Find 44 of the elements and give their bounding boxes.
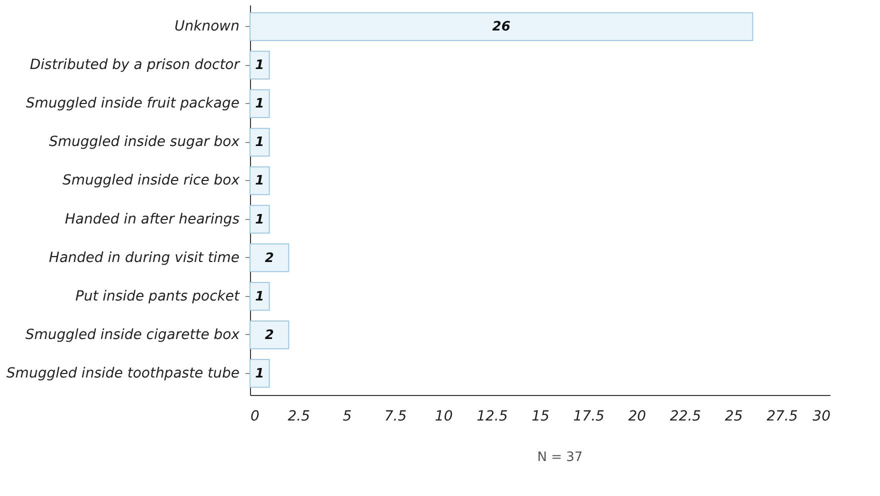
y-tick-label: Smuggled inside sugar box	[49, 134, 240, 150]
y-tick-label: Smuggled inside fruit package	[26, 96, 240, 112]
data-label: 2	[264, 250, 274, 266]
x-tick-label: 30	[812, 408, 831, 424]
x-tick-label: 15	[532, 408, 550, 424]
y-tick-label: Smuggled inside toothpaste tube	[6, 365, 240, 382]
x-tick-label: 22.5	[670, 408, 702, 424]
bar	[250, 50, 270, 80]
data-label: 1	[255, 58, 264, 74]
text: N = 37	[537, 450, 583, 465]
x-tick-label: 20	[628, 408, 646, 424]
data-label: 1	[255, 135, 264, 150]
x-tick-label: 5	[342, 408, 352, 424]
data-label: 26	[492, 20, 510, 35]
y-tick-label: Handed in during visit time	[48, 250, 240, 266]
bar	[250, 166, 270, 196]
y-tick-label: Unknown	[174, 18, 240, 35]
x-tick-label: 2.5	[288, 408, 310, 424]
data-label: 1	[255, 366, 264, 382]
y-tick-label: Handed in after hearings	[64, 211, 240, 228]
data-label: 1	[255, 289, 264, 304]
bar	[250, 128, 270, 157]
bar	[250, 204, 270, 234]
x-tick-label: 27.5	[766, 408, 798, 424]
data-label: 1	[255, 174, 264, 189]
bar	[250, 89, 270, 118]
data-label: 1	[255, 96, 264, 112]
bar	[250, 12, 754, 41]
x-tick-label: 7.5	[384, 408, 407, 424]
x-tick-label: 12.5	[476, 408, 508, 424]
y-tick-label: Smuggled inside rice box	[62, 172, 240, 189]
y-tick-label: Distributed by a prison doctor	[30, 57, 241, 74]
data-label: 2	[264, 328, 274, 343]
bar	[250, 320, 290, 350]
x-tick-label: 0	[250, 408, 260, 424]
bar	[250, 243, 290, 272]
bar	[250, 282, 270, 311]
y-tick-label: Put inside pants pocket	[75, 288, 240, 304]
y-tick-label: Smuggled inside cigarette box	[25, 326, 240, 343]
x-tick-label: 25	[724, 408, 743, 424]
data-label: 1	[255, 212, 264, 228]
x-tick-label: 10	[434, 408, 453, 424]
x-tick-label: 17.5	[573, 408, 605, 424]
bar	[250, 359, 270, 388]
